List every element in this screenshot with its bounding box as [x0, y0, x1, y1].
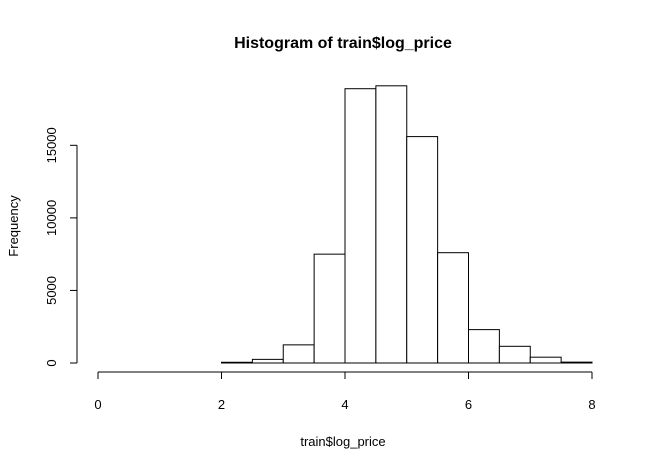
x-axis: 0 2 4 6 8 — [94, 371, 596, 412]
histogram-bar — [437, 252, 470, 364]
histogram-bar — [498, 345, 531, 364]
y-tick-label: 0 — [44, 359, 59, 366]
x-tick-label: 4 — [341, 397, 348, 412]
histogram-bar — [375, 85, 408, 364]
y-tick-label: 10000 — [44, 200, 59, 236]
histogram-bar — [282, 344, 315, 364]
histogram-bar — [529, 356, 562, 364]
x-tick-label: 0 — [94, 397, 101, 412]
y-axis-label: Frequency — [6, 195, 21, 257]
x-axis-label: train$log_price — [300, 434, 385, 449]
histogram-bar — [468, 329, 500, 364]
x-tick-label: 6 — [465, 397, 472, 412]
histogram-bar — [344, 88, 377, 364]
histogram-bar — [221, 361, 253, 364]
y-tick-label: 15000 — [44, 127, 59, 163]
x-tick-label: 2 — [218, 397, 225, 412]
histogram-bar — [251, 358, 284, 364]
bars-group — [221, 85, 593, 364]
histogram-bar — [313, 253, 346, 364]
x-tick-label: 8 — [588, 397, 595, 412]
histogram-bar — [560, 361, 593, 364]
y-axis: 0 5000 10000 15000 — [44, 127, 78, 367]
y-tick-label: 5000 — [44, 276, 59, 305]
chart-title: Histogram of train$log_price — [234, 35, 452, 52]
histogram-bar — [406, 136, 439, 364]
